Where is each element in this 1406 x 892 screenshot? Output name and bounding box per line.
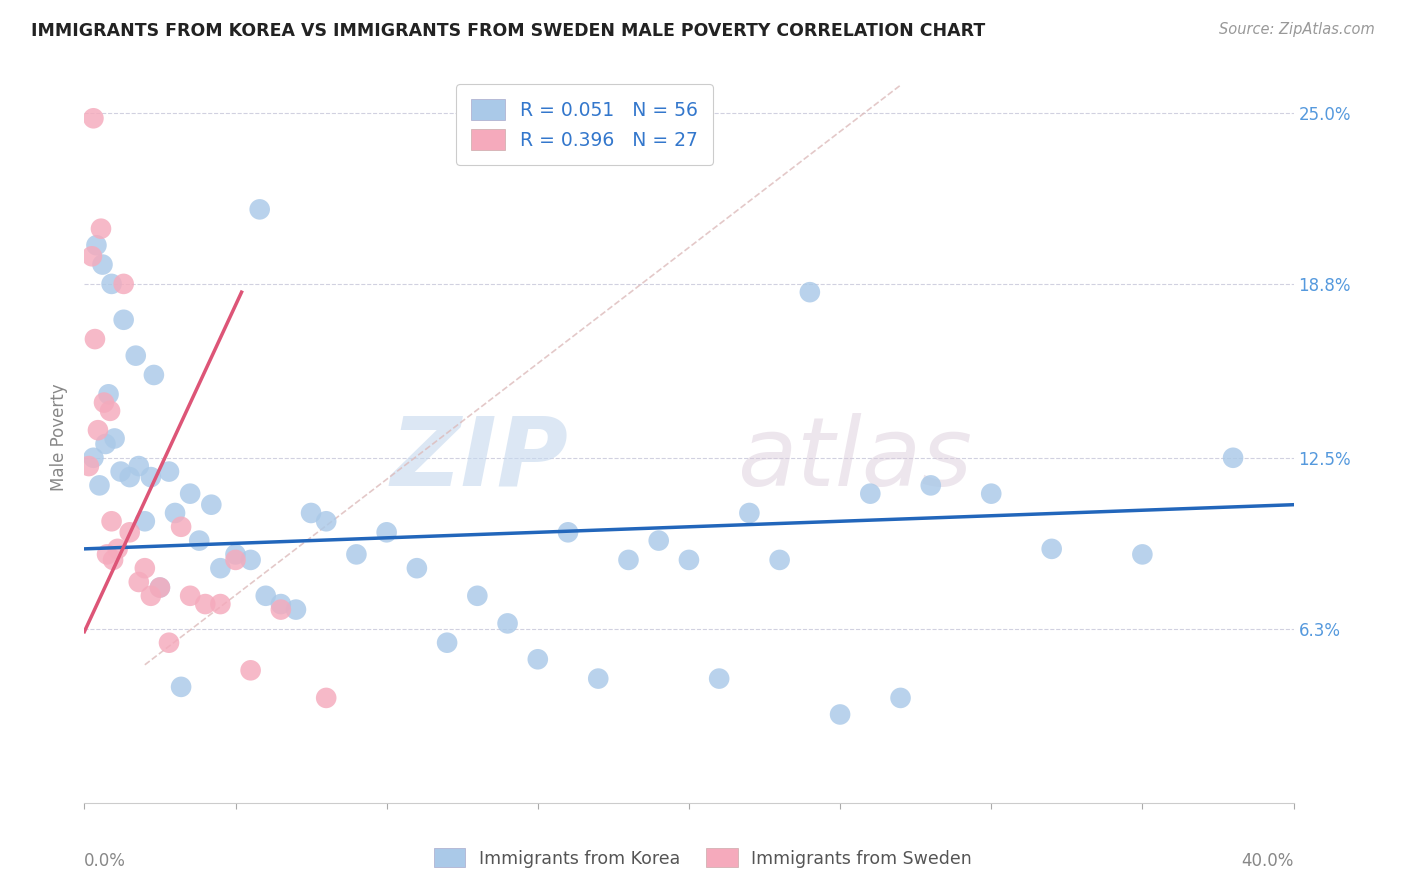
Point: [315, 690, 337, 705]
Point: [648, 533, 671, 548]
Point: [209, 561, 232, 575]
Point: [709, 672, 731, 686]
Point: [93, 395, 115, 409]
Point: [112, 312, 135, 326]
Point: [179, 589, 201, 603]
Legend: R = 0.051   N = 56, R = 0.396   N = 27: R = 0.051 N = 56, R = 0.396 N = 27: [457, 85, 713, 165]
Point: [315, 514, 337, 528]
Point: [82, 450, 104, 465]
Point: [139, 470, 162, 484]
Point: [128, 574, 150, 589]
Point: [139, 589, 162, 603]
Text: IMMIGRANTS FROM KOREA VS IMMIGRANTS FROM SWEDEN MALE POVERTY CORRELATION CHART: IMMIGRANTS FROM KOREA VS IMMIGRANTS FROM…: [31, 22, 986, 40]
Point: [86, 238, 108, 252]
Point: [100, 514, 122, 528]
Point: [82, 112, 104, 126]
Point: [97, 387, 120, 401]
Point: [77, 458, 100, 473]
Point: [142, 368, 165, 382]
Point: [980, 486, 1002, 500]
Point: [254, 589, 277, 603]
Legend: Immigrants from Korea, Immigrants from Sweden: Immigrants from Korea, Immigrants from S…: [425, 839, 981, 876]
Point: [920, 478, 942, 492]
Point: [104, 432, 127, 446]
Point: [200, 498, 222, 512]
Point: [89, 478, 111, 492]
Point: [179, 486, 201, 500]
Point: [890, 690, 912, 705]
Text: atlas: atlas: [737, 412, 973, 506]
Point: [225, 553, 247, 567]
Point: [1040, 541, 1063, 556]
Point: [270, 602, 292, 616]
Point: [285, 602, 308, 616]
Point: [80, 249, 103, 263]
Point: [859, 486, 882, 500]
Point: [96, 548, 118, 562]
Point: [134, 561, 156, 575]
Point: [94, 437, 117, 451]
Point: [225, 548, 247, 562]
Point: [149, 581, 172, 595]
Point: [239, 663, 262, 677]
Text: 0.0%: 0.0%: [84, 853, 127, 871]
Point: [1222, 450, 1244, 465]
Point: [188, 533, 211, 548]
Point: [125, 349, 148, 363]
Point: [87, 423, 110, 437]
Point: [194, 597, 217, 611]
Point: [299, 506, 322, 520]
Point: [100, 277, 122, 291]
Point: [98, 404, 121, 418]
Point: [110, 465, 132, 479]
Text: ZIP: ZIP: [389, 412, 568, 506]
Point: [830, 707, 852, 722]
Point: [112, 277, 135, 291]
Point: [588, 672, 610, 686]
Point: [1132, 548, 1154, 562]
Point: [149, 581, 172, 595]
Point: [157, 636, 180, 650]
Text: 40.0%: 40.0%: [1241, 853, 1294, 871]
Point: [375, 525, 398, 540]
Y-axis label: Male Poverty: Male Poverty: [49, 384, 67, 491]
Point: [467, 589, 489, 603]
Point: [101, 553, 124, 567]
Point: [346, 548, 368, 562]
Point: [249, 202, 271, 217]
Point: [406, 561, 429, 575]
Point: [118, 470, 141, 484]
Point: [209, 597, 232, 611]
Point: [527, 652, 550, 666]
Point: [128, 458, 150, 473]
Point: [557, 525, 579, 540]
Point: [270, 597, 292, 611]
Point: [170, 680, 193, 694]
Point: [738, 506, 761, 520]
Point: [239, 553, 262, 567]
Point: [90, 221, 112, 235]
Point: [165, 506, 187, 520]
Point: [769, 553, 792, 567]
Point: [91, 258, 114, 272]
Point: [799, 285, 821, 300]
Point: [678, 553, 700, 567]
Point: [118, 525, 141, 540]
Point: [170, 520, 193, 534]
Point: [84, 332, 107, 346]
Point: [436, 636, 458, 650]
Point: [134, 514, 156, 528]
Text: Source: ZipAtlas.com: Source: ZipAtlas.com: [1219, 22, 1375, 37]
Point: [157, 465, 180, 479]
Point: [107, 541, 129, 556]
Point: [617, 553, 640, 567]
Point: [496, 616, 519, 631]
